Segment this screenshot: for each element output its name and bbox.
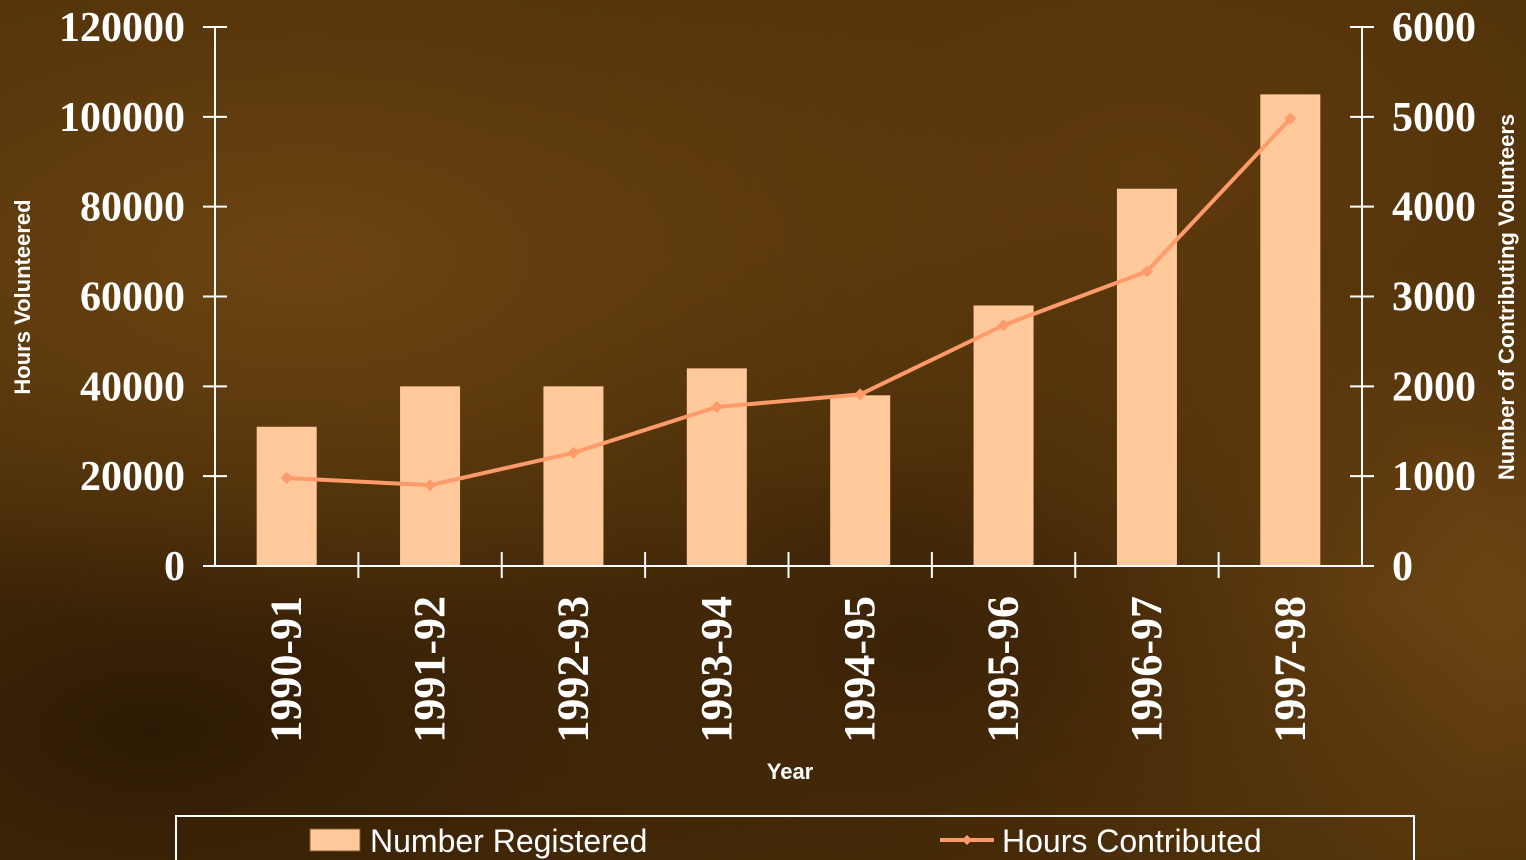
y2-tick-label: 0 <box>1392 544 1413 590</box>
x-tick-label: 1991-92 <box>405 596 454 743</box>
x-tick-label: 1992-93 <box>548 596 597 743</box>
y2-tick-label: 6000 <box>1392 5 1476 51</box>
x-tick-label: 1996-97 <box>1122 596 1171 743</box>
bar-1992-93 <box>543 386 604 566</box>
legend-line-marker <box>962 835 972 845</box>
y-tick-label: 20000 <box>80 454 185 500</box>
bar-1995-96 <box>973 305 1034 566</box>
bar-1991-92 <box>400 386 461 566</box>
y-tick-label: 40000 <box>80 364 185 410</box>
bars-layer <box>256 94 1321 566</box>
line-layer <box>280 112 1297 492</box>
bar-1993-94 <box>686 368 747 566</box>
bar-1990-91 <box>256 426 317 566</box>
legend-bar-label: Number Registered <box>370 823 647 859</box>
x-tick-label: 1995-96 <box>979 596 1028 743</box>
line-point-1995-96 <box>997 319 1010 332</box>
y2-tick-label: 3000 <box>1392 275 1476 321</box>
y-axis-title: Hours Volunteered <box>10 199 35 394</box>
bar-1997-98 <box>1260 94 1321 566</box>
y2-tick-label: 1000 <box>1392 454 1476 500</box>
y2-tick-label: 2000 <box>1392 364 1476 410</box>
legend: Number Registered Hours Contributed <box>175 815 1415 860</box>
y2-tick-label: 5000 <box>1392 95 1476 141</box>
x-axis-title: Year <box>767 759 814 784</box>
x-tick-label: 1994-95 <box>835 596 884 743</box>
axes-layer <box>214 27 1363 567</box>
line-point-1992-93 <box>567 446 580 459</box>
x-tick-label: 1990-91 <box>262 596 311 743</box>
legend-box <box>175 815 1415 860</box>
hours-contributed-line <box>286 117 1292 488</box>
line-point-1997-98 <box>1284 112 1297 125</box>
legend-line-label: Hours Contributed <box>1002 823 1262 859</box>
y-tick-label: 80000 <box>80 185 185 231</box>
line-point-1994-95 <box>854 388 867 401</box>
y-tick-label: 100000 <box>59 95 185 141</box>
legend-bar-swatch <box>309 828 361 852</box>
y2-axis-title: Number of Contributing Volunteers <box>1494 114 1519 480</box>
y-tick-label: 60000 <box>80 275 185 321</box>
y2-tick-label: 4000 <box>1392 185 1476 231</box>
labels-layer: 0 20000 40000 60000 80000 100000 120000 0 1000 20… <box>59 5 1476 743</box>
bar-1994-95 <box>830 395 891 566</box>
ticks-layer <box>203 26 1374 578</box>
y-tick-label: 0 <box>164 544 185 590</box>
x-tick-label: 1997-98 <box>1265 596 1314 743</box>
x-tick-label: 1993-94 <box>692 596 741 743</box>
line-point-1996-97 <box>1140 265 1153 278</box>
line-point-1993-94 <box>710 400 723 413</box>
line-point-1991-92 <box>424 479 437 492</box>
bar-1996-97 <box>1116 188 1177 566</box>
line-point-1990-91 <box>280 471 293 484</box>
y-tick-label: 120000 <box>59 5 185 51</box>
